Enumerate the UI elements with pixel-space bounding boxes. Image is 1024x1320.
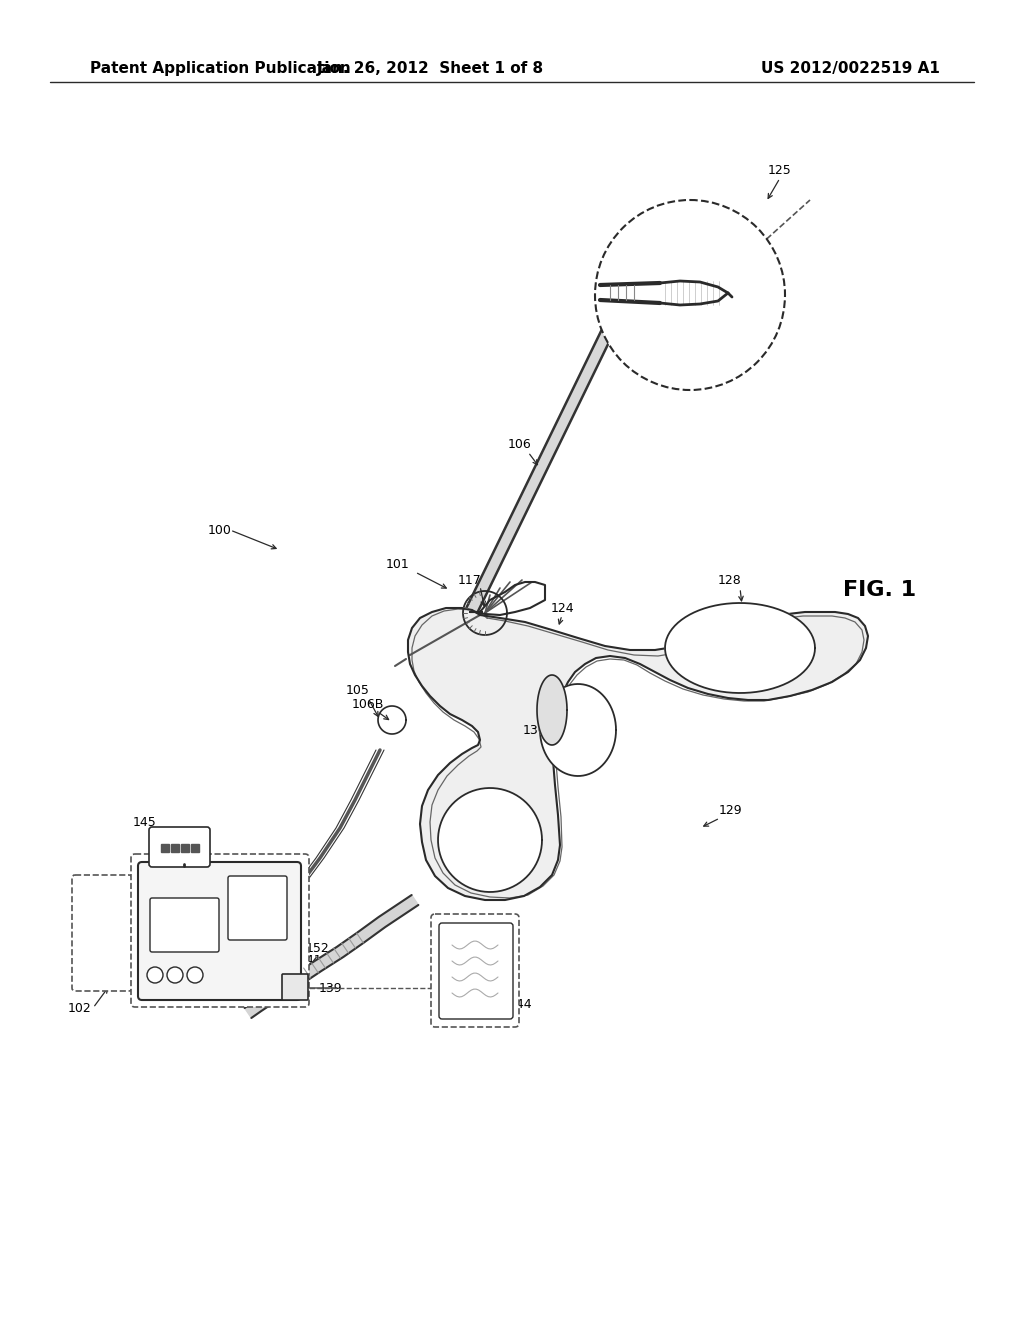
Text: FIG. 1: FIG. 1 [844,579,916,601]
Polygon shape [467,308,624,612]
Text: 106B: 106B [352,698,384,711]
Text: 129: 129 [718,804,741,817]
FancyBboxPatch shape [431,913,519,1027]
Polygon shape [438,788,542,892]
Text: 147: 147 [268,863,292,876]
Text: 147: 147 [248,903,268,913]
Text: 152: 152 [306,941,330,954]
Text: 105: 105 [346,684,370,697]
Circle shape [595,201,785,389]
Text: 145: 145 [133,816,157,829]
Text: 102: 102 [169,917,199,932]
Text: US 2012/0022519 A1: US 2012/0022519 A1 [761,61,940,75]
Polygon shape [245,895,419,1018]
Circle shape [187,968,203,983]
Text: 106: 106 [508,438,531,451]
Text: 141: 141 [298,953,322,966]
FancyBboxPatch shape [439,923,513,1019]
Polygon shape [408,609,868,900]
Text: 128: 128 [718,573,741,586]
Text: 125: 125 [768,164,792,177]
FancyBboxPatch shape [131,854,309,1007]
Text: SEE FIG. 3: SEE FIG. 3 [640,318,696,327]
FancyBboxPatch shape [150,898,219,952]
Text: Patent Application Publication: Patent Application Publication [90,61,351,75]
FancyBboxPatch shape [138,862,301,1001]
Polygon shape [540,684,616,776]
Circle shape [167,968,183,983]
Polygon shape [665,603,815,693]
Text: 139: 139 [318,982,342,994]
Text: 124: 124 [550,602,573,615]
FancyBboxPatch shape [150,828,210,867]
FancyBboxPatch shape [228,876,287,940]
Text: 130: 130 [523,723,547,737]
Text: Jan. 26, 2012  Sheet 1 of 8: Jan. 26, 2012 Sheet 1 of 8 [316,61,544,75]
Text: 144: 144 [508,998,531,1011]
FancyBboxPatch shape [282,974,308,1001]
Text: 120B: 120B [655,209,688,222]
Text: 117: 117 [458,573,482,586]
Text: 102: 102 [69,1002,92,1015]
Text: 101: 101 [386,558,410,572]
FancyBboxPatch shape [72,875,132,991]
Text: 106A: 106A [474,956,506,969]
Circle shape [147,968,163,983]
Text: 102: 102 [90,924,114,936]
Polygon shape [537,675,567,744]
Text: 100: 100 [208,524,232,536]
Text: 120A: 120A [620,284,652,297]
Text: 110: 110 [660,234,684,247]
